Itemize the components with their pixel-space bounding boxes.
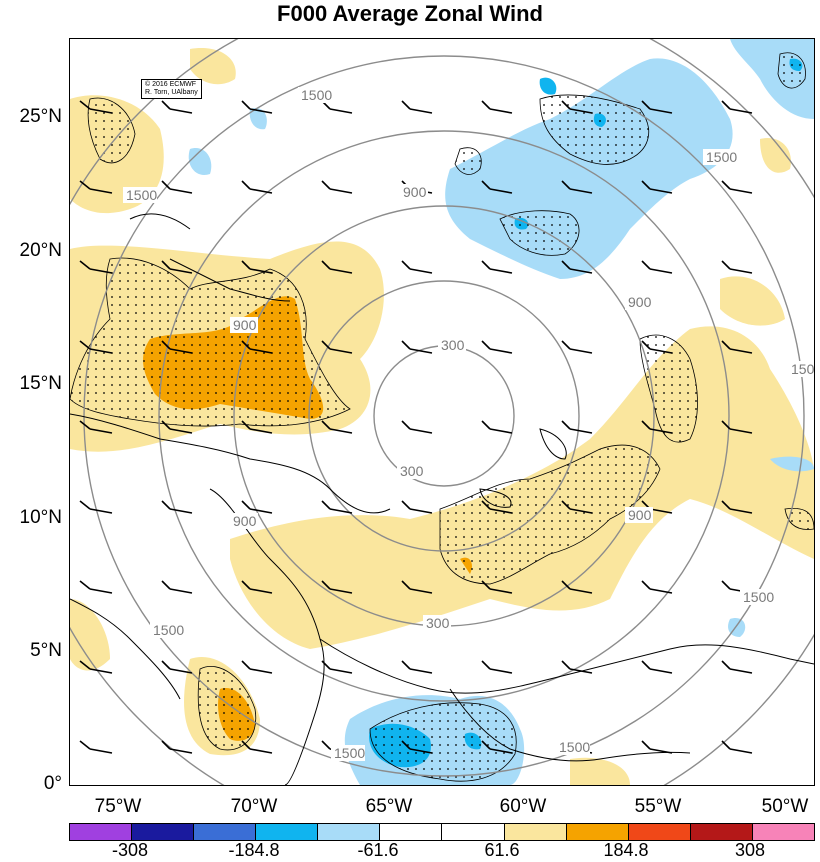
colorbar-swatch (628, 824, 691, 840)
ring-label-900-top: 900 (403, 184, 427, 200)
colorbar-swatch (442, 824, 505, 840)
map-canvas: 1500 900 300 300 900 900 1500 1500 1500 … (70, 39, 814, 785)
lat-label-10n: 10°N (19, 507, 62, 528)
colorbar-swatch (194, 824, 257, 840)
colorbar-swatch (318, 824, 381, 840)
credit-line-1: © 2016 ECMWF (145, 81, 197, 88)
colorbar-label-2: -184.8 (228, 840, 280, 860)
lat-label-5n: 5°N (30, 640, 62, 661)
lon-label-65w: 65°W (365, 796, 413, 817)
ring-label-1500-left: 1500 (153, 622, 184, 638)
wind-barbs (79, 100, 753, 754)
ring-label-300-bottom: 300 (400, 463, 424, 479)
colorbar-label-1: -308 (111, 840, 149, 860)
credit-box: © 2016 ECMWF R. Torn, UAlbany (141, 79, 202, 99)
ring-label-300-lower: 300 (426, 615, 450, 631)
colorbar-swatch (690, 824, 753, 840)
chart-title: F000 Average Zonal Wind (277, 1, 543, 26)
ring-label-900-right: 900 (628, 507, 652, 523)
lon-label-70w: 70°W (230, 796, 278, 817)
colorbar (69, 823, 815, 841)
colorbar-swatch (256, 824, 319, 840)
lat-label-15n: 15°N (19, 373, 62, 394)
ring-label-900-left: 900 (233, 513, 257, 529)
ring-label-900-upper-left: 900 (233, 317, 257, 333)
colorbar-label-3: -61.6 (357, 840, 399, 860)
lon-label-55w: 55°W (634, 796, 682, 817)
colorbar-label-6: 308 (734, 840, 766, 860)
colorbar-swatch (380, 824, 443, 840)
colorbar-swatch (752, 824, 814, 840)
credit-line-2: R. Torn, UAlbany (145, 89, 198, 96)
ring-labels: 1500 900 300 300 900 900 1500 1500 1500 … (123, 87, 814, 761)
lon-label-75w: 75°W (94, 796, 142, 817)
colorbar-swatch (70, 824, 133, 840)
distance-rings (70, 39, 814, 785)
map-panel: 1500 900 300 300 900 900 1500 1500 1500 … (69, 38, 815, 786)
colorbar-swatch (504, 824, 567, 840)
ring-label-300-top: 300 (441, 337, 465, 353)
ring-label-1500-right: 1500 (791, 361, 814, 377)
ring-label-1500-bottom: 1500 (334, 745, 365, 761)
colorbar-label-4: 61.6 (484, 840, 520, 860)
lat-label-25n: 25°N (19, 106, 62, 127)
lat-label-0: 0° (43, 773, 62, 794)
colorbar-swatch (132, 824, 195, 840)
ring-label-1500-upper-left: 1500 (126, 187, 157, 203)
ring-label-1500-top: 1500 (301, 87, 332, 103)
coastlines (70, 213, 814, 785)
ring-label-1500-lower-right: 1500 (743, 589, 774, 605)
ring-label-1500-lower: 1500 (559, 739, 590, 755)
ring-label-1500-upper-right: 1500 (706, 149, 737, 165)
colorbar-swatch (566, 824, 629, 840)
lon-label-60w: 60°W (499, 796, 547, 817)
lon-label-50w: 50°W (761, 796, 809, 817)
lat-label-20n: 20°N (19, 240, 62, 261)
ring-label-900-upper-right: 900 (628, 294, 652, 310)
colorbar-label-5: 184.8 (603, 840, 649, 860)
